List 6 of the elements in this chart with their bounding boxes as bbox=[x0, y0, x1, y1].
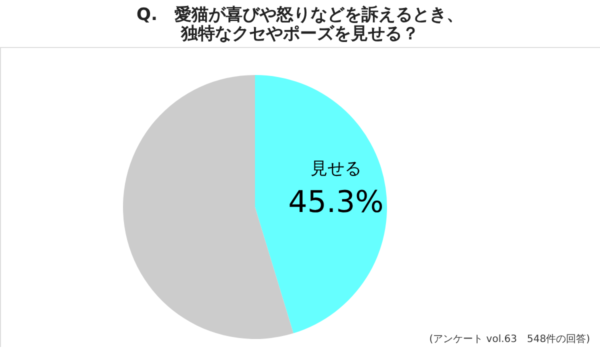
text: Q. 愛猫が喜びや怒りなどを訴えるとき、 bbox=[136, 5, 464, 25]
pie-slice bbox=[255, 75, 387, 334]
text: 独特なクセやポーズを見せる？ bbox=[181, 24, 419, 44]
slice-label: 見せる bbox=[310, 158, 362, 179]
text: (アンケート vol.63 548件の回答) bbox=[429, 333, 590, 345]
data-label: 45.3% bbox=[288, 184, 384, 220]
